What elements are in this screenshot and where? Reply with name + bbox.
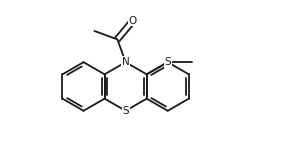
- Text: N: N: [122, 57, 130, 67]
- Text: S: S: [122, 106, 129, 116]
- Text: S: S: [164, 57, 171, 67]
- Text: O: O: [129, 16, 137, 26]
